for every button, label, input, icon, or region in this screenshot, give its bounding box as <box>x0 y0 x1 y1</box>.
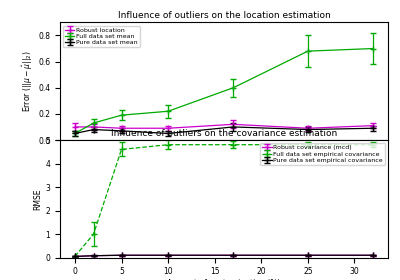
Title: Influence of outliers on the location estimation: Influence of outliers on the location es… <box>118 11 330 20</box>
Legend: Robust location, Full data set mean, Pure data set mean: Robust location, Full data set mean, Pur… <box>63 25 140 47</box>
Y-axis label: RMSE: RMSE <box>34 188 43 209</box>
X-axis label: Amount of contamination (%): Amount of contamination (%) <box>167 279 281 280</box>
Y-axis label: Error ($||\mu - \hat{\mu}||_2$): Error ($||\mu - \hat{\mu}||_2$) <box>21 50 35 112</box>
Legend: Robust covariance (mcd), Full data set empirical covariance, Pure data set empir: Robust covariance (mcd), Full data set e… <box>260 143 385 165</box>
Title: Influence of outliers on the covariance estimation: Influence of outliers on the covariance … <box>111 129 337 138</box>
